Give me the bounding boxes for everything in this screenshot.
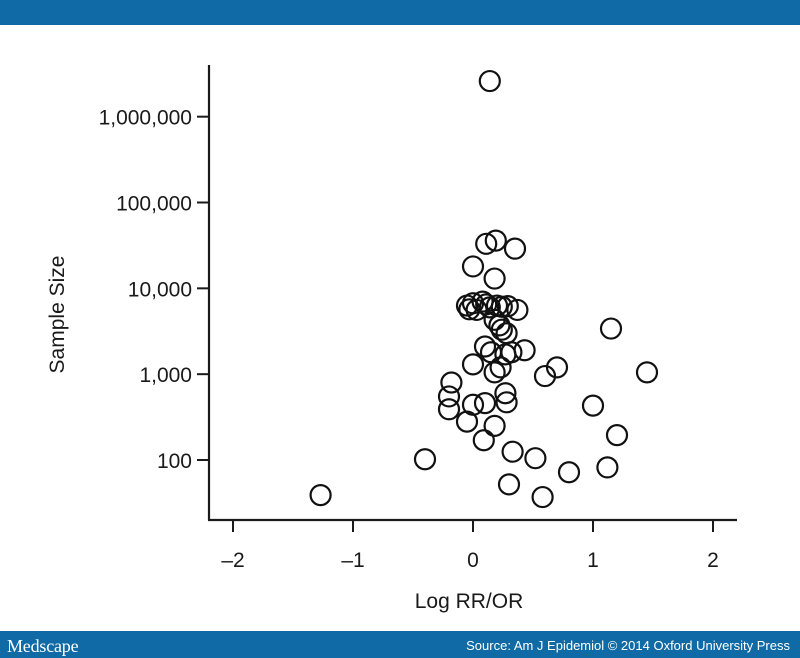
data-point bbox=[524, 447, 547, 470]
data-point bbox=[503, 237, 527, 260]
data-point bbox=[494, 382, 517, 405]
data-point bbox=[478, 69, 501, 93]
x-tick-label: 2 bbox=[707, 549, 719, 572]
data-point bbox=[513, 339, 536, 362]
x-tick-label: –2 bbox=[221, 549, 244, 572]
data-point bbox=[605, 424, 629, 447]
data-point bbox=[506, 298, 529, 322]
x-tick-label: –1 bbox=[341, 549, 364, 572]
chart-area: –2 –1 0 1 2 100 1,000 10,000 100,000 1,000,000 L… bbox=[0, 25, 800, 631]
x-axis-ticks: –2 –1 0 1 2 bbox=[221, 520, 719, 572]
data-point bbox=[309, 484, 332, 507]
data-point bbox=[461, 255, 485, 278]
y-tick-label: 100,000 bbox=[116, 193, 192, 216]
data-point bbox=[437, 398, 461, 421]
data-points bbox=[309, 69, 659, 509]
y-tick-label: 10,000 bbox=[128, 278, 192, 301]
data-point bbox=[496, 295, 519, 318]
y-axis-ticks: 100 1,000 10,000 100,000 1,000,000 bbox=[99, 107, 209, 473]
data-point bbox=[495, 391, 518, 414]
data-point bbox=[440, 371, 463, 394]
data-point bbox=[581, 394, 605, 417]
scatter-plot: –2 –1 0 1 2 100 1,000 10,000 100,000 1,000,000 L… bbox=[46, 65, 737, 613]
data-point bbox=[461, 353, 485, 376]
data-point bbox=[500, 341, 523, 364]
data-point bbox=[483, 267, 506, 290]
data-point bbox=[472, 429, 495, 452]
x-axis-label: Log RR/OR bbox=[415, 590, 524, 613]
y-axis-label: Sample Size bbox=[46, 256, 69, 374]
data-point bbox=[557, 461, 581, 484]
header-bar bbox=[0, 0, 800, 25]
data-point bbox=[475, 232, 498, 255]
data-point bbox=[455, 410, 479, 433]
data-point bbox=[488, 314, 511, 337]
footer-source: Source: Am J Epidemiol © 2014 Oxford Uni… bbox=[466, 638, 790, 653]
data-point bbox=[497, 473, 521, 496]
y-tick-label: 1,000,000 bbox=[99, 107, 192, 130]
data-point bbox=[483, 414, 506, 437]
data-point bbox=[483, 361, 506, 384]
data-point bbox=[489, 356, 512, 379]
data-point bbox=[531, 485, 554, 509]
data-point bbox=[501, 440, 524, 463]
data-point bbox=[473, 392, 497, 415]
data-point bbox=[473, 335, 497, 358]
data-point bbox=[596, 456, 619, 479]
y-tick-label: 1,000 bbox=[139, 364, 192, 387]
data-point bbox=[490, 318, 513, 341]
x-tick-label: 1 bbox=[587, 549, 599, 572]
y-tick-label: 100 bbox=[157, 450, 192, 473]
data-point bbox=[533, 364, 557, 388]
data-point bbox=[599, 317, 623, 340]
data-point bbox=[635, 361, 659, 384]
data-point bbox=[484, 229, 507, 252]
data-point bbox=[479, 341, 503, 364]
footer-bar: Medscape Source: Am J Epidemiol © 2014 O… bbox=[0, 631, 800, 658]
x-tick-label: 0 bbox=[467, 549, 479, 572]
data-point bbox=[437, 385, 461, 408]
data-point bbox=[413, 448, 437, 471]
footer-logo: Medscape bbox=[7, 636, 79, 656]
